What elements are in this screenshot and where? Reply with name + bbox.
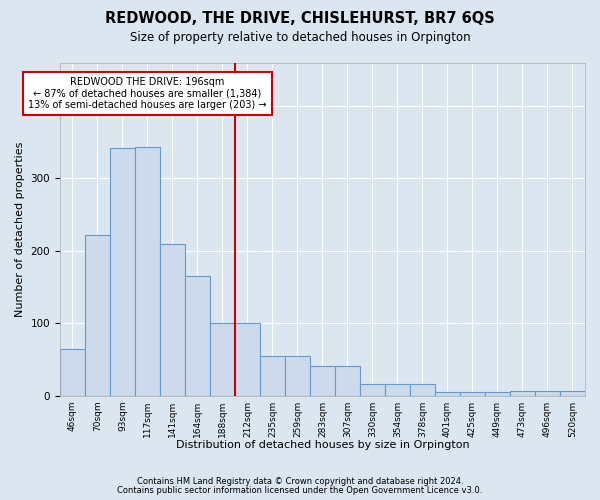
Bar xyxy=(560,391,585,396)
Bar xyxy=(210,324,235,396)
X-axis label: Distribution of detached houses by size in Orpington: Distribution of detached houses by size … xyxy=(176,440,469,450)
Bar xyxy=(385,384,410,396)
Text: REDWOOD, THE DRIVE, CHISLEHURST, BR7 6QS: REDWOOD, THE DRIVE, CHISLEHURST, BR7 6QS xyxy=(105,11,495,26)
Bar xyxy=(260,356,285,396)
Text: Contains public sector information licensed under the Open Government Licence v3: Contains public sector information licen… xyxy=(118,486,482,495)
Y-axis label: Number of detached properties: Number of detached properties xyxy=(15,142,25,317)
Bar xyxy=(160,244,185,396)
Bar xyxy=(510,391,535,396)
Bar xyxy=(410,384,435,396)
Text: Size of property relative to detached houses in Orpington: Size of property relative to detached ho… xyxy=(130,31,470,44)
Bar xyxy=(310,366,335,396)
Bar xyxy=(485,392,510,396)
Bar xyxy=(360,384,385,396)
Bar xyxy=(185,276,210,396)
Bar xyxy=(285,356,310,396)
Bar xyxy=(535,391,560,396)
Bar xyxy=(135,146,160,396)
Bar xyxy=(60,349,85,396)
Text: Contains HM Land Registry data © Crown copyright and database right 2024.: Contains HM Land Registry data © Crown c… xyxy=(137,477,463,486)
Bar xyxy=(85,235,110,396)
Bar xyxy=(460,392,485,396)
Bar xyxy=(435,392,460,396)
Bar xyxy=(110,148,135,396)
Text: REDWOOD THE DRIVE: 196sqm
← 87% of detached houses are smaller (1,384)
13% of se: REDWOOD THE DRIVE: 196sqm ← 87% of detac… xyxy=(28,77,266,110)
Bar xyxy=(235,324,260,396)
Bar xyxy=(335,366,360,396)
